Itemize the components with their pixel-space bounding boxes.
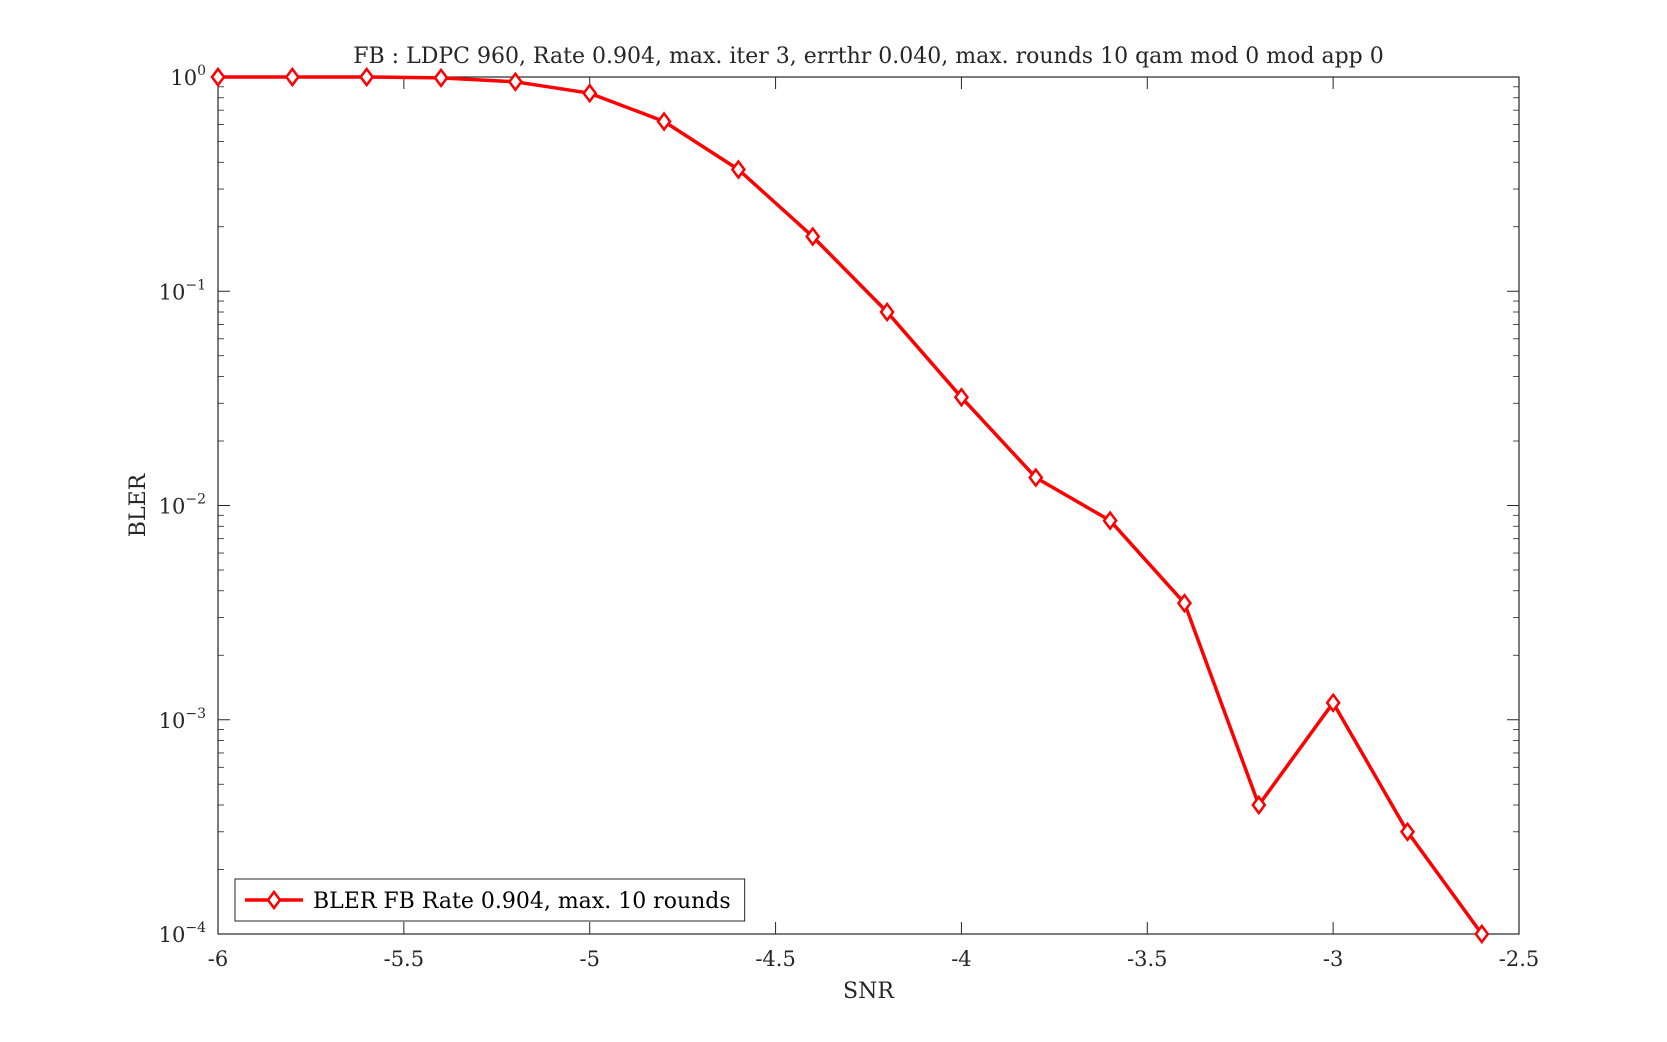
data-point-marker [433, 67, 449, 89]
y-tick-label: 10−4 [159, 920, 206, 947]
y-tick-base: 10 [159, 709, 186, 733]
data-point-marker [359, 66, 375, 88]
data-point-marker [1325, 692, 1341, 713]
data-point-marker [1028, 467, 1044, 488]
y-tick-label: 10−3 [159, 706, 206, 733]
y-tick-label: 10−2 [159, 492, 206, 519]
y-tick-base: 10 [159, 923, 186, 947]
data-point-marker [1251, 794, 1267, 816]
data-point-marker [1102, 510, 1118, 531]
y-tick-exponent: −1 [185, 277, 206, 293]
y-tick-base: 10 [170, 66, 197, 90]
series-line [218, 75, 1484, 936]
y-tick-exponent: −4 [185, 920, 206, 936]
data-point-marker [582, 83, 598, 104]
y-axis-title: BLER [126, 472, 151, 537]
y-tick-exponent: −3 [185, 706, 206, 722]
y-tick-base: 10 [159, 495, 186, 519]
y-tick-label: 10−1 [159, 277, 206, 304]
plot-axes: -6 -5.5 -5 -4.5 -4 -3.5 -3 -2.510−410−310−210−1… [159, 63, 1540, 971]
data-point-marker [1399, 821, 1416, 842]
x-tick-label: -6 [208, 947, 228, 971]
x-tick-label: -3 [1323, 947, 1343, 971]
data-point-marker [1474, 923, 1490, 945]
x-tick-label: -4.5 [755, 947, 796, 971]
data-point-marker [507, 71, 523, 92]
x-axis-title: SNR [843, 979, 895, 1004]
x-tick-label: -3.5 [1127, 947, 1168, 971]
y-tick-exponent: 0 [197, 63, 206, 79]
legend-box [234, 878, 746, 922]
data-point-marker [953, 387, 969, 408]
data-point-marker [879, 301, 895, 323]
data-point-marker [730, 159, 746, 180]
data-point-marker [656, 111, 672, 132]
x-tick-label: -4 [951, 947, 971, 971]
y-tick-exponent: −2 [185, 492, 206, 508]
legend-marker [266, 889, 282, 911]
data-point-marker [1176, 593, 1193, 614]
legend-label: BLER FB Rate 0.904, max. 10 rounds [313, 889, 731, 914]
data-point-marker [210, 66, 226, 88]
legend: BLER FB Rate 0.904, max. 10 rounds [234, 878, 746, 922]
x-tick-label: -5.5 [384, 947, 425, 971]
x-tick-label: -2.5 [1499, 947, 1540, 971]
data-point-marker [284, 66, 300, 88]
data-point-marker [805, 226, 821, 247]
y-tick-base: 10 [159, 280, 186, 304]
x-tick-label: -5 [579, 947, 599, 971]
plot-frame [217, 76, 1520, 935]
y-tick-label: 100 [170, 63, 206, 90]
chart-title: FB : LDPC 960, Rate 0.904, max. iter 3, … [353, 44, 1384, 69]
series-layer [210, 66, 1490, 945]
